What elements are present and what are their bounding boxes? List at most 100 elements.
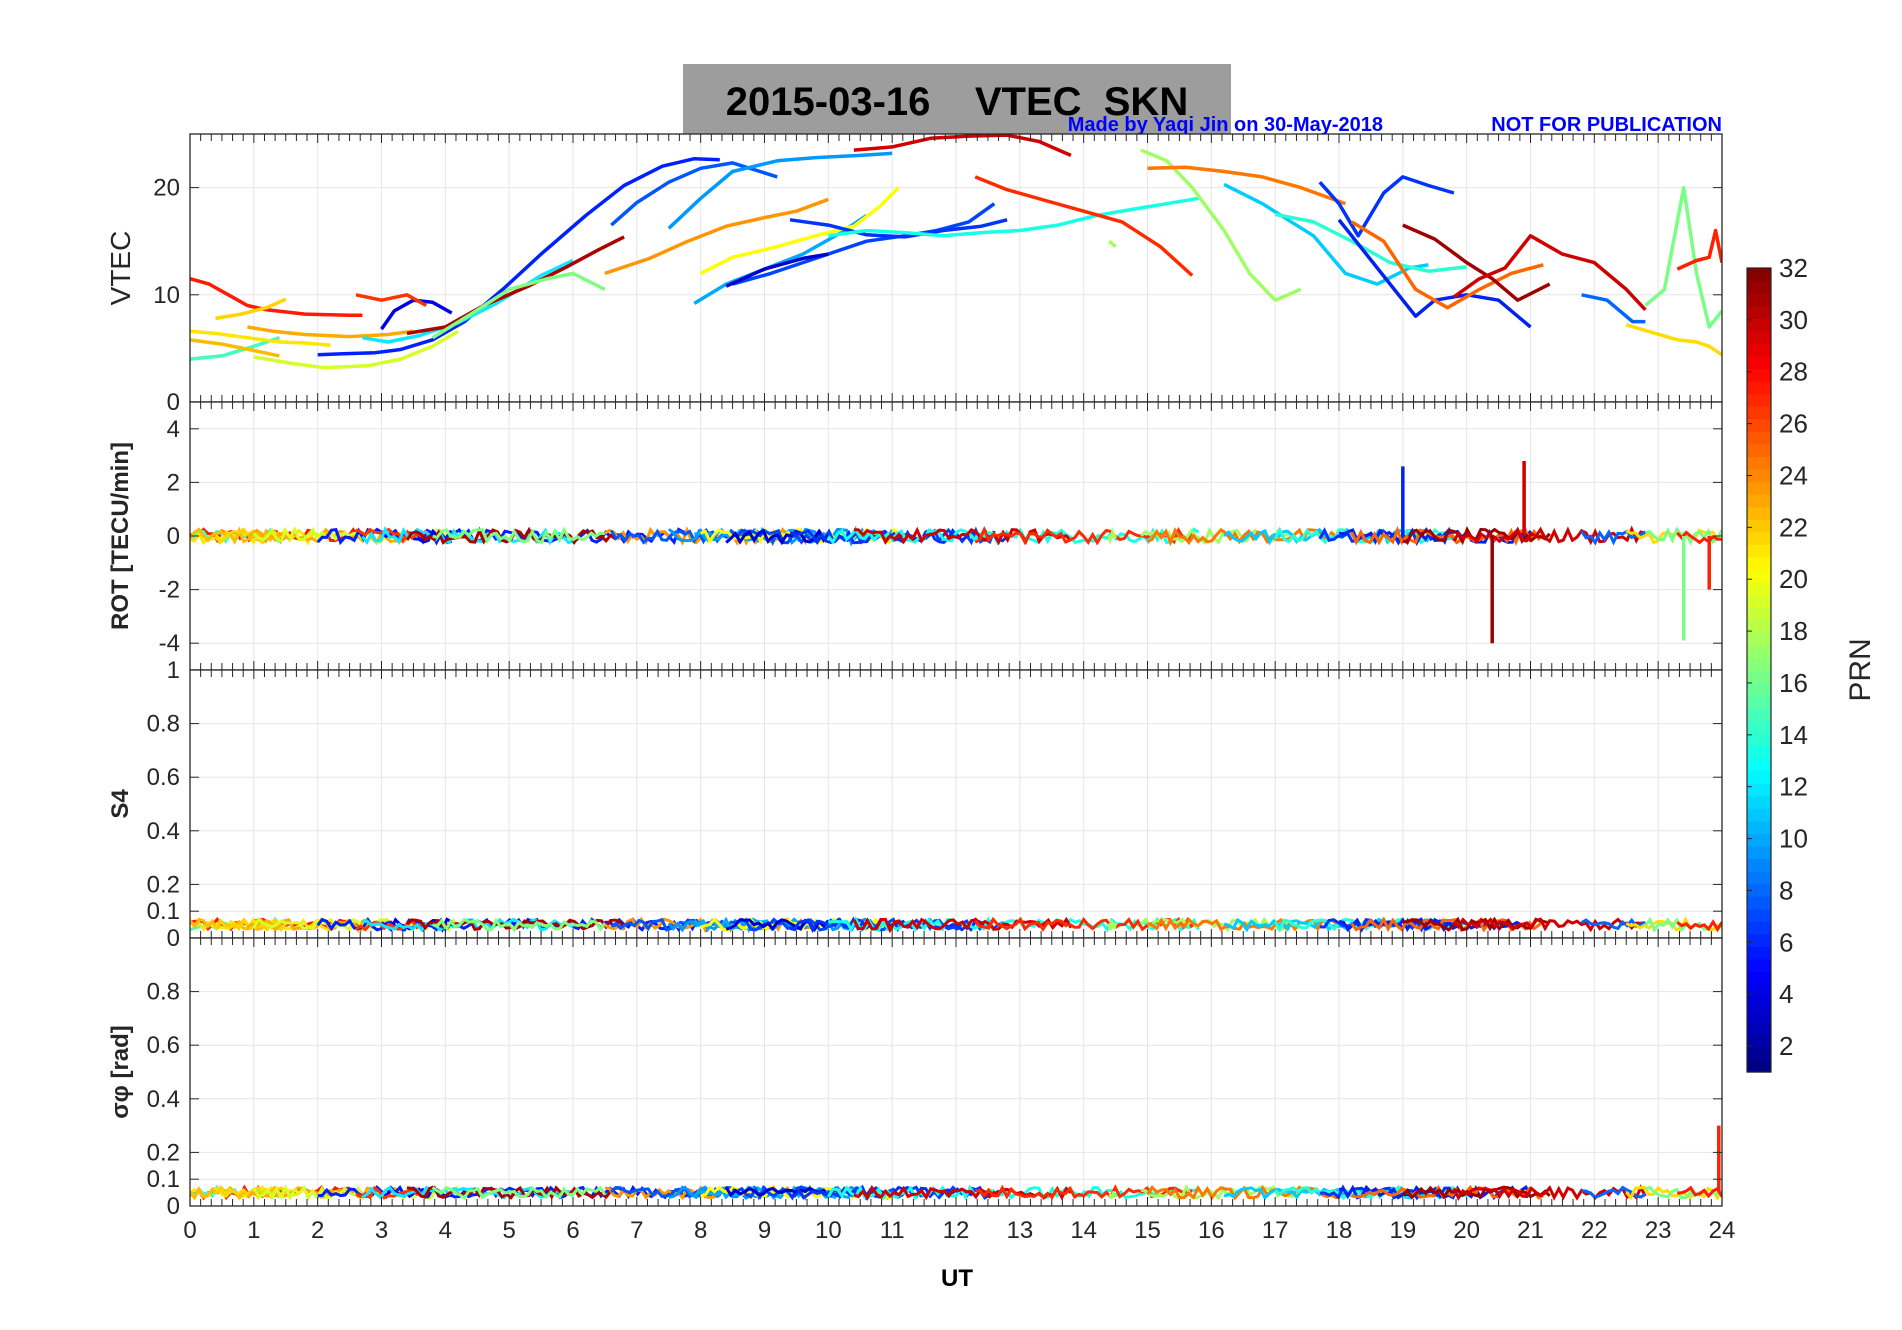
colorbar-frame [1746,267,1772,1073]
x-tick-label: 17 [1262,1217,1289,1244]
y-tick-label: 0.8 [147,711,180,738]
colorbar-segment [1747,657,1771,671]
vtec-series-prn-7 [732,202,996,286]
vtec-series-prn-19 [699,186,900,275]
colorbar-segment [1747,795,1771,809]
colorbar-segment [1747,757,1771,772]
noise-series-prn-30 [853,526,1073,546]
colorbar-tick-label: 8 [1779,875,1793,905]
colorbar-segment [1747,343,1771,357]
y-tick-label: 10 [153,282,180,309]
noise-series-prn-25 [1350,916,1545,933]
noise-series-prn-5 [789,916,1008,934]
colorbar-segment [1747,933,1771,947]
colorbar-segment [1747,393,1771,407]
colorbar-segment [1747,494,1771,508]
colorbar-segment [1747,745,1771,759]
colorbar-segment [1747,582,1771,596]
x-tick-label: 16 [1198,1217,1225,1244]
colorbar-tick-label: 32 [1779,253,1808,283]
vtec-series-prn-22 [247,325,414,339]
colorbar-segment [1747,506,1771,520]
noise-series-prn-2 [724,1186,830,1198]
vtec-series-prn-5 [1318,175,1455,238]
colorbar-segment [1747,1021,1771,1035]
colorbar-segment [1747,958,1771,973]
series-group [190,134,1722,370]
y-tick-label: 0.8 [147,979,180,1006]
colorbar-segment [1747,406,1771,420]
x-tick-label: 9 [758,1217,771,1244]
noise-series-prn-31 [1402,916,1551,932]
noise-series-prn-12 [361,1185,575,1200]
vtec-series-prn-28 [355,293,428,308]
colorbar-segment [1747,268,1771,282]
panel-vtec: 0 10 20 VTEC [105,133,1723,416]
x-tick-label: 15 [1134,1217,1161,1244]
x-tick-label: 1 [247,1217,260,1244]
colorbar-segment [1747,644,1771,659]
series-group [190,460,1722,644]
vtec-series-prn-30 [853,134,1072,158]
colorbar-segment [1747,1059,1771,1073]
colorbar-segment [1747,368,1771,382]
noise-series-prn-16 [432,526,606,545]
vtec-series-prn-30 [1452,234,1647,311]
vtec-series-prn-5 [789,218,1008,239]
colorbar-segment [1747,318,1771,332]
noise-series-prn-8 [1581,1185,1647,1199]
y-tick-label: 0.4 [147,1086,180,1113]
x-tick-label: 20 [1453,1217,1480,1244]
y-tick-label: 20 [153,175,180,202]
vtec-series-prn-20 [1625,323,1722,357]
colorbar-tick-label: 4 [1779,979,1793,1009]
noise-series-prn-28 [1676,530,1722,545]
colorbar-segment [1747,896,1771,910]
colorbar-segment [1747,594,1771,608]
noise-series-prn-17 [1108,1191,1117,1200]
noise-series-prn-30 [1452,917,1646,933]
vtec-series-prn-8 [1581,293,1646,324]
y-tick-label: 0 [167,1193,180,1220]
colorbar-segment [1747,305,1771,319]
colorbar-segment [1747,280,1771,294]
noise-series-prn-2 [725,528,830,546]
colorbar-segment [1747,820,1771,834]
vtec-series-prn-20 [215,297,287,321]
colorbar-tick-label: 10 [1779,824,1808,854]
noise-series-prn-17 [1107,526,1118,545]
noise-series-prn-20 [214,917,287,933]
x-tick-label: 22 [1581,1217,1608,1244]
colorbar-segment [1747,619,1771,633]
colorbar-segment [1747,293,1771,307]
vtec-series-prn-21 [190,338,280,358]
y-tick-label: 0.6 [147,764,180,791]
x-tick-label: 13 [1006,1217,1033,1244]
colorbar-segment [1747,355,1771,370]
vtec-series-prn-29 [190,277,363,317]
colorbar-tick-label: 22 [1779,512,1808,542]
y-tick-label: 0 [167,523,180,550]
colorbar-segment [1747,569,1771,583]
colorbar-tick-label: 6 [1779,927,1793,957]
colorbar-segment [1747,845,1771,860]
x-tick-label: 3 [375,1217,388,1244]
colorbar-segment [1747,481,1771,495]
credit-text: Made by Yaqi Jin on 30-May-2018 [1068,114,1383,136]
colorbar-segment [1747,443,1771,458]
y-axis-label: σφ [rad] [107,1025,134,1119]
noise-series-prn-28 [355,918,428,932]
vtec-series-prn-16 [1644,185,1722,329]
colorbar-segment [1747,670,1771,684]
y-tick-label: 0.1 [147,1166,180,1193]
y-tick-label: 1 [167,657,180,684]
y-tick-label: 0.2 [147,1139,180,1166]
x-tick-label: 2 [311,1217,324,1244]
vtec-series-prn-15 [1274,212,1467,273]
colorbar-label: PRN [1844,638,1877,701]
colorbar-segment [1747,330,1771,344]
vtec-series-prn-16 [431,271,606,340]
noise-series-prn-28 [1676,919,1722,933]
y-tick-label: 0.6 [147,1032,180,1059]
